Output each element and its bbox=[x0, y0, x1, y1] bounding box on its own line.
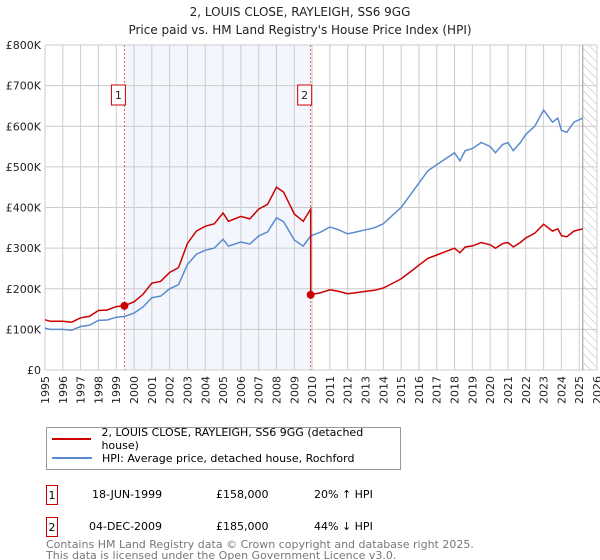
x-tick-label: 2024 bbox=[555, 376, 568, 404]
x-tick-label: 2010 bbox=[306, 376, 319, 404]
y-tick-label: £800K bbox=[6, 39, 42, 52]
footer: Contains HM Land Registry data © Crown c… bbox=[46, 539, 474, 560]
x-tick-label: 2019 bbox=[466, 376, 479, 404]
series-line bbox=[44, 108, 584, 331]
y-tick-label: £500K bbox=[6, 161, 42, 174]
x-tick-label: 2026 bbox=[591, 376, 600, 404]
x-tick-label: 2014 bbox=[377, 376, 390, 404]
legend-swatch bbox=[52, 438, 92, 440]
sale-marker-label: 1 bbox=[115, 89, 122, 102]
price-chart: 2, LOUIS CLOSE, RAYLEIGH, SS6 9GG Price p… bbox=[6, 5, 600, 404]
transaction-price: £158,000 bbox=[216, 488, 269, 501]
x-tick-label: 2008 bbox=[270, 376, 283, 404]
x-tick-label: 2005 bbox=[217, 376, 230, 404]
x-tick-label: 2009 bbox=[288, 376, 301, 404]
x-tick-label: 2016 bbox=[413, 376, 426, 404]
y-tick-label: £200K bbox=[6, 283, 42, 296]
transaction-date: 18-JUN-1999 bbox=[92, 488, 163, 501]
transaction-hpi: 44% ↓ HPI bbox=[314, 520, 373, 533]
x-tick-label: 2003 bbox=[181, 376, 194, 404]
y-tick-label: £700K bbox=[6, 80, 42, 93]
y-tick-label: £600K bbox=[6, 120, 42, 133]
transaction-marker: 1 bbox=[46, 485, 58, 505]
transaction-marker: 2 bbox=[46, 517, 58, 537]
x-tick-label: 1997 bbox=[75, 376, 88, 404]
chart-subtitle: Price paid vs. HM Land Registry's House … bbox=[128, 23, 471, 37]
transaction-price: £185,000 bbox=[216, 520, 269, 533]
legend: 2, LOUIS CLOSE, RAYLEIGH, SS6 9GG (detac… bbox=[46, 426, 401, 470]
y-tick-label: £400K bbox=[6, 202, 42, 215]
x-tick-label: 2011 bbox=[324, 376, 337, 404]
x-tick-label: 1998 bbox=[92, 376, 105, 404]
sale-marker-box bbox=[110, 84, 126, 106]
legend-label: 2, LOUIS CLOSE, RAYLEIGH, SS6 9GG (detac… bbox=[101, 426, 364, 452]
x-tick-label: 2022 bbox=[520, 376, 533, 404]
chart-title: 2, LOUIS CLOSE, RAYLEIGH, SS6 9GG bbox=[190, 5, 411, 19]
x-tick-label: 2000 bbox=[128, 376, 141, 404]
x-tick-label: 2007 bbox=[253, 376, 266, 404]
x-tick-label: 2025 bbox=[573, 376, 586, 404]
legend-item-hpi: HPI: Average price, detached house, Roch… bbox=[52, 450, 354, 466]
x-tick-label: 2012 bbox=[342, 376, 355, 404]
legend-label: HPI: Average price, detached house, Roch… bbox=[102, 451, 355, 465]
x-tick-label: 2001 bbox=[146, 376, 159, 404]
x-tick-label: 1995 bbox=[39, 376, 52, 404]
y-tick-label: £300K bbox=[6, 242, 42, 255]
x-tick-label: 2013 bbox=[360, 376, 373, 404]
x-tick-label: 2023 bbox=[538, 376, 551, 404]
x-tick-label: 2020 bbox=[484, 376, 497, 404]
x-tick-label: 2004 bbox=[199, 376, 212, 404]
sale-marker-label: 2 bbox=[301, 89, 308, 102]
y-tick-label: £100K bbox=[6, 323, 42, 336]
sale-point bbox=[306, 290, 315, 299]
sale-marker-box bbox=[297, 84, 313, 106]
sale-point bbox=[120, 301, 129, 310]
transaction-hpi: 20% ↑ HPI bbox=[314, 488, 373, 501]
transaction-row: 1 18-JUN-1999 £158,000 20% ↑ HPI bbox=[46, 485, 546, 505]
footer-copyright: Contains HM Land Registry data © Crown c… bbox=[46, 538, 474, 551]
legend-swatch bbox=[52, 457, 92, 459]
transaction-date: 04-DEC-2009 bbox=[89, 520, 163, 533]
x-tick-label: 2006 bbox=[235, 376, 248, 404]
y-tick-label: £0 bbox=[27, 364, 41, 377]
x-tick-label: 2021 bbox=[502, 376, 515, 404]
x-tick-label: 1999 bbox=[110, 376, 123, 404]
x-tick-label: 2015 bbox=[395, 376, 408, 404]
series-line bbox=[44, 186, 583, 323]
x-tick-label: 2002 bbox=[164, 376, 177, 404]
x-tick-label: 2017 bbox=[431, 376, 444, 404]
transaction-row: 2 04-DEC-2009 £185,000 44% ↓ HPI bbox=[46, 517, 546, 537]
x-tick-label: 1996 bbox=[57, 376, 70, 404]
legend-item-property: 2, LOUIS CLOSE, RAYLEIGH, SS6 9GG (detac… bbox=[52, 426, 400, 452]
x-tick-label: 2018 bbox=[449, 376, 462, 404]
footer-licence: This data is licensed under the Open Gov… bbox=[46, 549, 397, 560]
